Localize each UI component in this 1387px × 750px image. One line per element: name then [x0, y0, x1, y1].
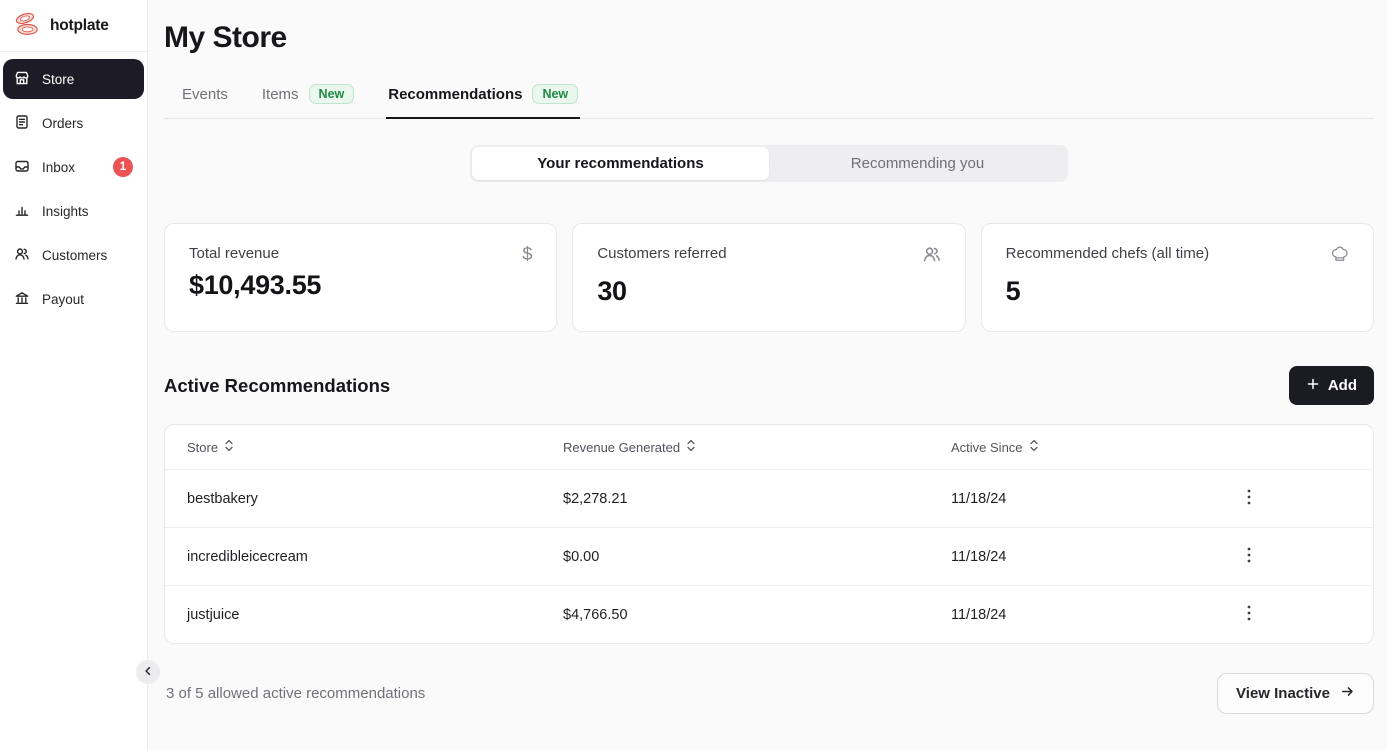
inbox-unread-badge: 1	[113, 157, 133, 177]
dollar-icon: $	[522, 244, 533, 264]
row-actions-menu-button[interactable]	[1232, 540, 1266, 574]
row-actions-menu-button[interactable]	[1232, 482, 1266, 516]
stat-label: Total revenue	[189, 245, 280, 262]
column-header-active-since[interactable]: Active Since	[951, 439, 1225, 455]
section-title: Active Recommendations	[164, 374, 391, 396]
tab-label: Recommendations	[388, 85, 523, 103]
sidebar-collapse-button[interactable]	[136, 660, 160, 684]
store-icon	[14, 70, 30, 89]
stat-card-customers-referred: Customers referred 30	[572, 223, 966, 332]
orders-icon	[14, 114, 30, 133]
table-footer: 3 of 5 allowed active recommendations Vi…	[164, 673, 1374, 714]
sidebar-item-inbox[interactable]: Inbox 1	[3, 147, 144, 187]
column-header-revenue[interactable]: Revenue Generated	[563, 439, 951, 455]
inbox-icon	[14, 158, 30, 177]
new-badge: New	[532, 84, 579, 104]
cell-revenue: $4,766.50	[563, 606, 628, 623]
cell-active-since: 11/18/24	[951, 606, 1007, 623]
chef-hat-icon	[1330, 245, 1349, 269]
cell-store: incredibleicecream	[187, 548, 308, 565]
page-title: My Store	[164, 21, 287, 54]
view-inactive-label: View Inactive	[1236, 685, 1330, 702]
cell-revenue: $2,278.21	[563, 490, 628, 507]
people-icon	[922, 245, 941, 269]
hotplate-plates-icon	[14, 10, 41, 42]
stat-card-recommended-chefs: Recommended chefs (all time) 5	[980, 223, 1374, 332]
sidebar-item-store[interactable]: Store	[3, 59, 144, 99]
tab-label: Items	[261, 85, 299, 103]
sort-icon	[224, 439, 234, 455]
sidebar-item-label: Orders	[42, 115, 84, 131]
insights-icon	[14, 202, 30, 221]
stat-card-total-revenue: Total revenue $ $10,493.55	[164, 223, 558, 332]
allowance-note: 3 of 5 allowed active recommendations	[166, 685, 426, 702]
row-actions-menu-button[interactable]	[1232, 598, 1266, 632]
stat-label: Customers referred	[597, 245, 727, 262]
sidebar-item-label: Inbox	[42, 159, 76, 175]
brand-logo[interactable]: hotplate	[0, 0, 147, 52]
add-button[interactable]: Add	[1288, 366, 1374, 405]
add-button-label: Add	[1327, 377, 1357, 394]
column-header-store[interactable]: Store	[187, 439, 563, 455]
segment-your-recommendations[interactable]: Your recommendations	[472, 147, 769, 180]
table-row: bestbakery $2,278.21 11/18/24	[165, 469, 1373, 527]
recommendations-toggle: Your recommendations Recommending you	[470, 145, 1068, 182]
table-row: incredibleicecream $0.00 11/18/24	[165, 527, 1373, 585]
customers-icon	[14, 246, 30, 265]
segment-recommending-you[interactable]: Recommending you	[850, 155, 985, 172]
column-label: Active Since	[951, 439, 1023, 455]
column-label: Revenue Generated	[563, 439, 681, 455]
sidebar-item-payout[interactable]: Payout	[3, 279, 144, 319]
table-header-row: Store Revenue Generated Active Since	[165, 425, 1373, 469]
main-content: My Store Events Items New Recommendation…	[148, 21, 1387, 714]
active-recommendations-header: Active Recommendations Add	[164, 366, 1374, 405]
sidebar-nav: Store Orders Inbox 1	[0, 52, 147, 330]
chevron-left-icon	[142, 665, 154, 680]
stats-row: Total revenue $ $10,493.55 Customers ref…	[164, 223, 1374, 332]
tab-items[interactable]: Items New	[260, 78, 356, 119]
active-recommendations-table: Store Revenue Generated Active Since	[164, 424, 1374, 644]
stat-value: 5	[1005, 276, 1021, 306]
table-row: justjuice $4,766.50 11/18/24	[165, 585, 1373, 643]
store-tabs: Events Items New Recommendations New	[164, 78, 1374, 119]
arrow-right-icon	[1340, 684, 1355, 703]
sidebar-item-label: Customers	[42, 247, 108, 263]
brand-name: hotplate	[50, 16, 109, 34]
cell-store: bestbakery	[187, 490, 258, 507]
kebab-icon	[1247, 489, 1251, 508]
sort-icon	[1029, 439, 1039, 455]
sidebar-item-customers[interactable]: Customers	[3, 235, 144, 275]
new-badge: New	[308, 84, 355, 104]
stat-value: $10,493.55	[189, 270, 322, 300]
view-inactive-button[interactable]: View Inactive	[1217, 673, 1374, 714]
sidebar-item-orders[interactable]: Orders	[3, 103, 144, 143]
tab-recommendations[interactable]: Recommendations New	[386, 78, 581, 119]
payout-icon	[14, 290, 30, 309]
cell-revenue: $0.00	[563, 548, 600, 565]
cell-active-since: 11/18/24	[951, 548, 1007, 565]
plus-icon	[1306, 377, 1320, 395]
cell-active-since: 11/18/24	[951, 490, 1007, 507]
stat-label: Recommended chefs (all time)	[1005, 245, 1210, 262]
tab-label: Events	[182, 85, 228, 103]
sidebar-item-label: Payout	[42, 291, 85, 307]
sidebar-item-insights[interactable]: Insights	[3, 191, 144, 231]
kebab-icon	[1247, 547, 1251, 566]
column-label: Store	[187, 439, 219, 455]
sidebar: hotplate Store Orders	[0, 0, 148, 750]
sidebar-item-label: Insights	[42, 203, 89, 219]
stat-value: 30	[597, 276, 627, 306]
tab-events[interactable]: Events	[180, 78, 230, 119]
sidebar-item-label: Store	[42, 71, 75, 87]
cell-store: justjuice	[187, 606, 240, 623]
sort-icon	[686, 439, 696, 455]
kebab-icon	[1247, 605, 1251, 624]
